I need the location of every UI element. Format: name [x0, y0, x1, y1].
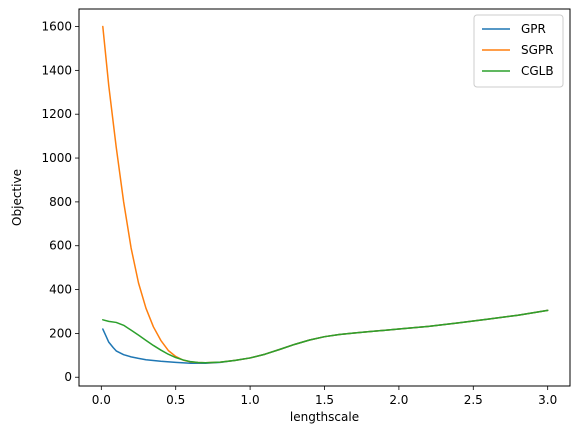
x-tick-label: 1.0: [241, 393, 260, 407]
x-axis-title: lengthscale: [290, 410, 359, 424]
x-tick-label: 1.5: [315, 393, 334, 407]
series-layer: [102, 25, 549, 364]
y-tick-label: 1000: [41, 151, 72, 165]
x-tick-label: 0.5: [166, 393, 185, 407]
y-tick-label: 1400: [41, 63, 72, 77]
x-tick-label: 2.5: [464, 393, 483, 407]
y-tick-label: 600: [49, 239, 72, 253]
x-tick-label: 2.0: [389, 393, 408, 407]
legend: GPR SGPR CGLB: [473, 14, 564, 88]
y-tick-label: 800: [49, 195, 72, 209]
legend-label-gpr: GPR: [521, 22, 546, 36]
x-tick-label: 0.0: [92, 393, 111, 407]
y-tick-label: 200: [49, 326, 72, 340]
y-tick-label: 400: [49, 283, 72, 297]
series-line-cglb: [102, 309, 549, 364]
x-axis: 0.0 0.5 1.0 1.5 2.0 2.5 3.0: [92, 386, 557, 407]
legend-label-sgpr: SGPR: [521, 43, 554, 57]
y-tick-label: 0: [64, 370, 72, 384]
legend-label-cglb: CGLB: [521, 64, 554, 78]
y-tick-label: 1200: [41, 107, 72, 121]
y-tick-label: 1600: [41, 20, 72, 34]
y-axis: 0 200 400 600 800 1000 1200 1400 1600: [41, 20, 79, 384]
y-axis-title: Objective: [10, 169, 24, 226]
legend-box: [473, 14, 564, 88]
x-tick-label: 3.0: [538, 393, 557, 407]
